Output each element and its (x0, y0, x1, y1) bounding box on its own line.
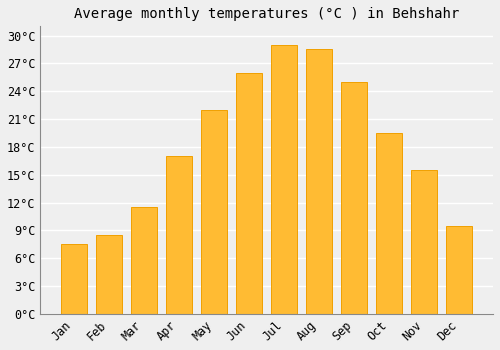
Title: Average monthly temperatures (°C ) in Behshahr: Average monthly temperatures (°C ) in Be… (74, 7, 460, 21)
Bar (201, 110, 228, 314)
Bar (166, 156, 192, 314)
Bar (236, 73, 262, 314)
Bar (96, 235, 122, 314)
Bar (131, 207, 157, 314)
Bar (341, 82, 367, 314)
Bar (306, 49, 332, 314)
Bar (411, 170, 438, 314)
Bar (376, 133, 402, 314)
Bar (446, 226, 472, 314)
Bar (61, 244, 87, 314)
Bar (271, 45, 297, 314)
